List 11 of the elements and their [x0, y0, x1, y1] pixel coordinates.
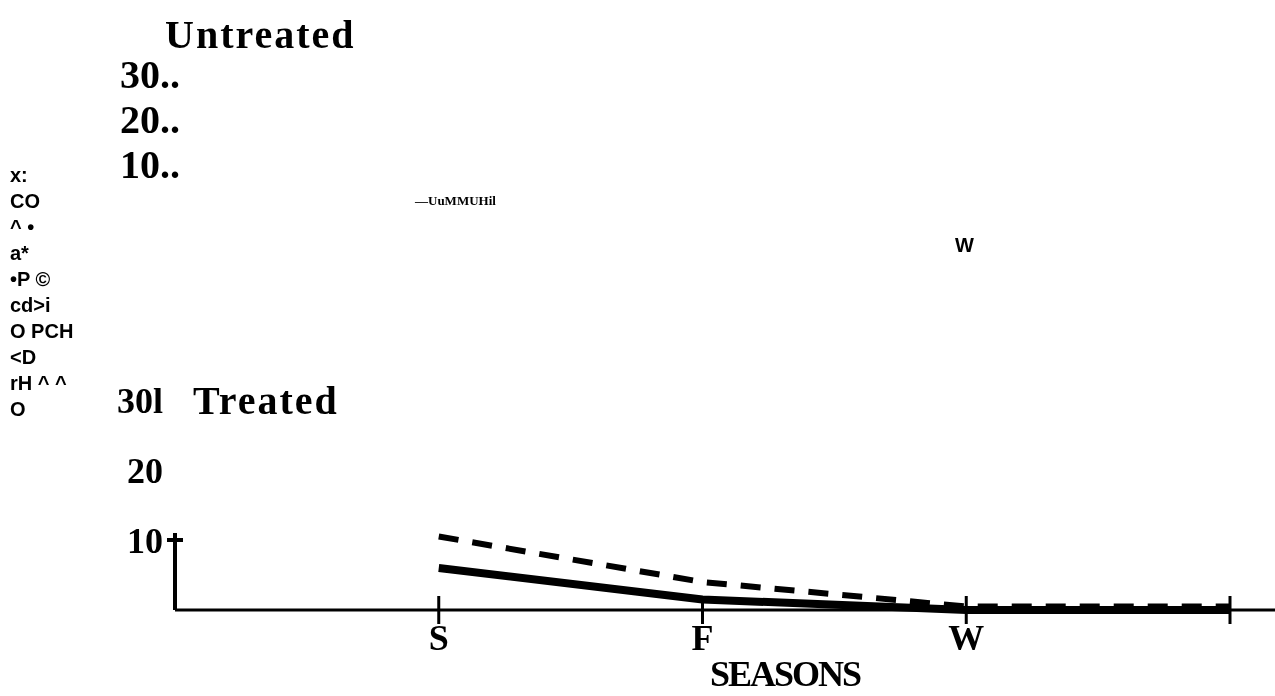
text: W — [955, 234, 974, 256]
x-tick-label: W — [948, 618, 985, 658]
chart-title: Treated — [193, 378, 339, 423]
text: 10.. — [120, 142, 180, 187]
y-tick-label: 20 — [127, 450, 163, 491]
text: —UuMMUHil — [414, 193, 497, 208]
y-tick-label: 30l — [116, 380, 163, 421]
text: 20.. — [120, 97, 180, 142]
x-tick-label: S — [428, 618, 449, 658]
text: x: CO ^ • a* •P © cd>i O PCH <D rH ^ ^ O — [10, 164, 74, 420]
y-tick-label: 10 — [127, 520, 163, 561]
